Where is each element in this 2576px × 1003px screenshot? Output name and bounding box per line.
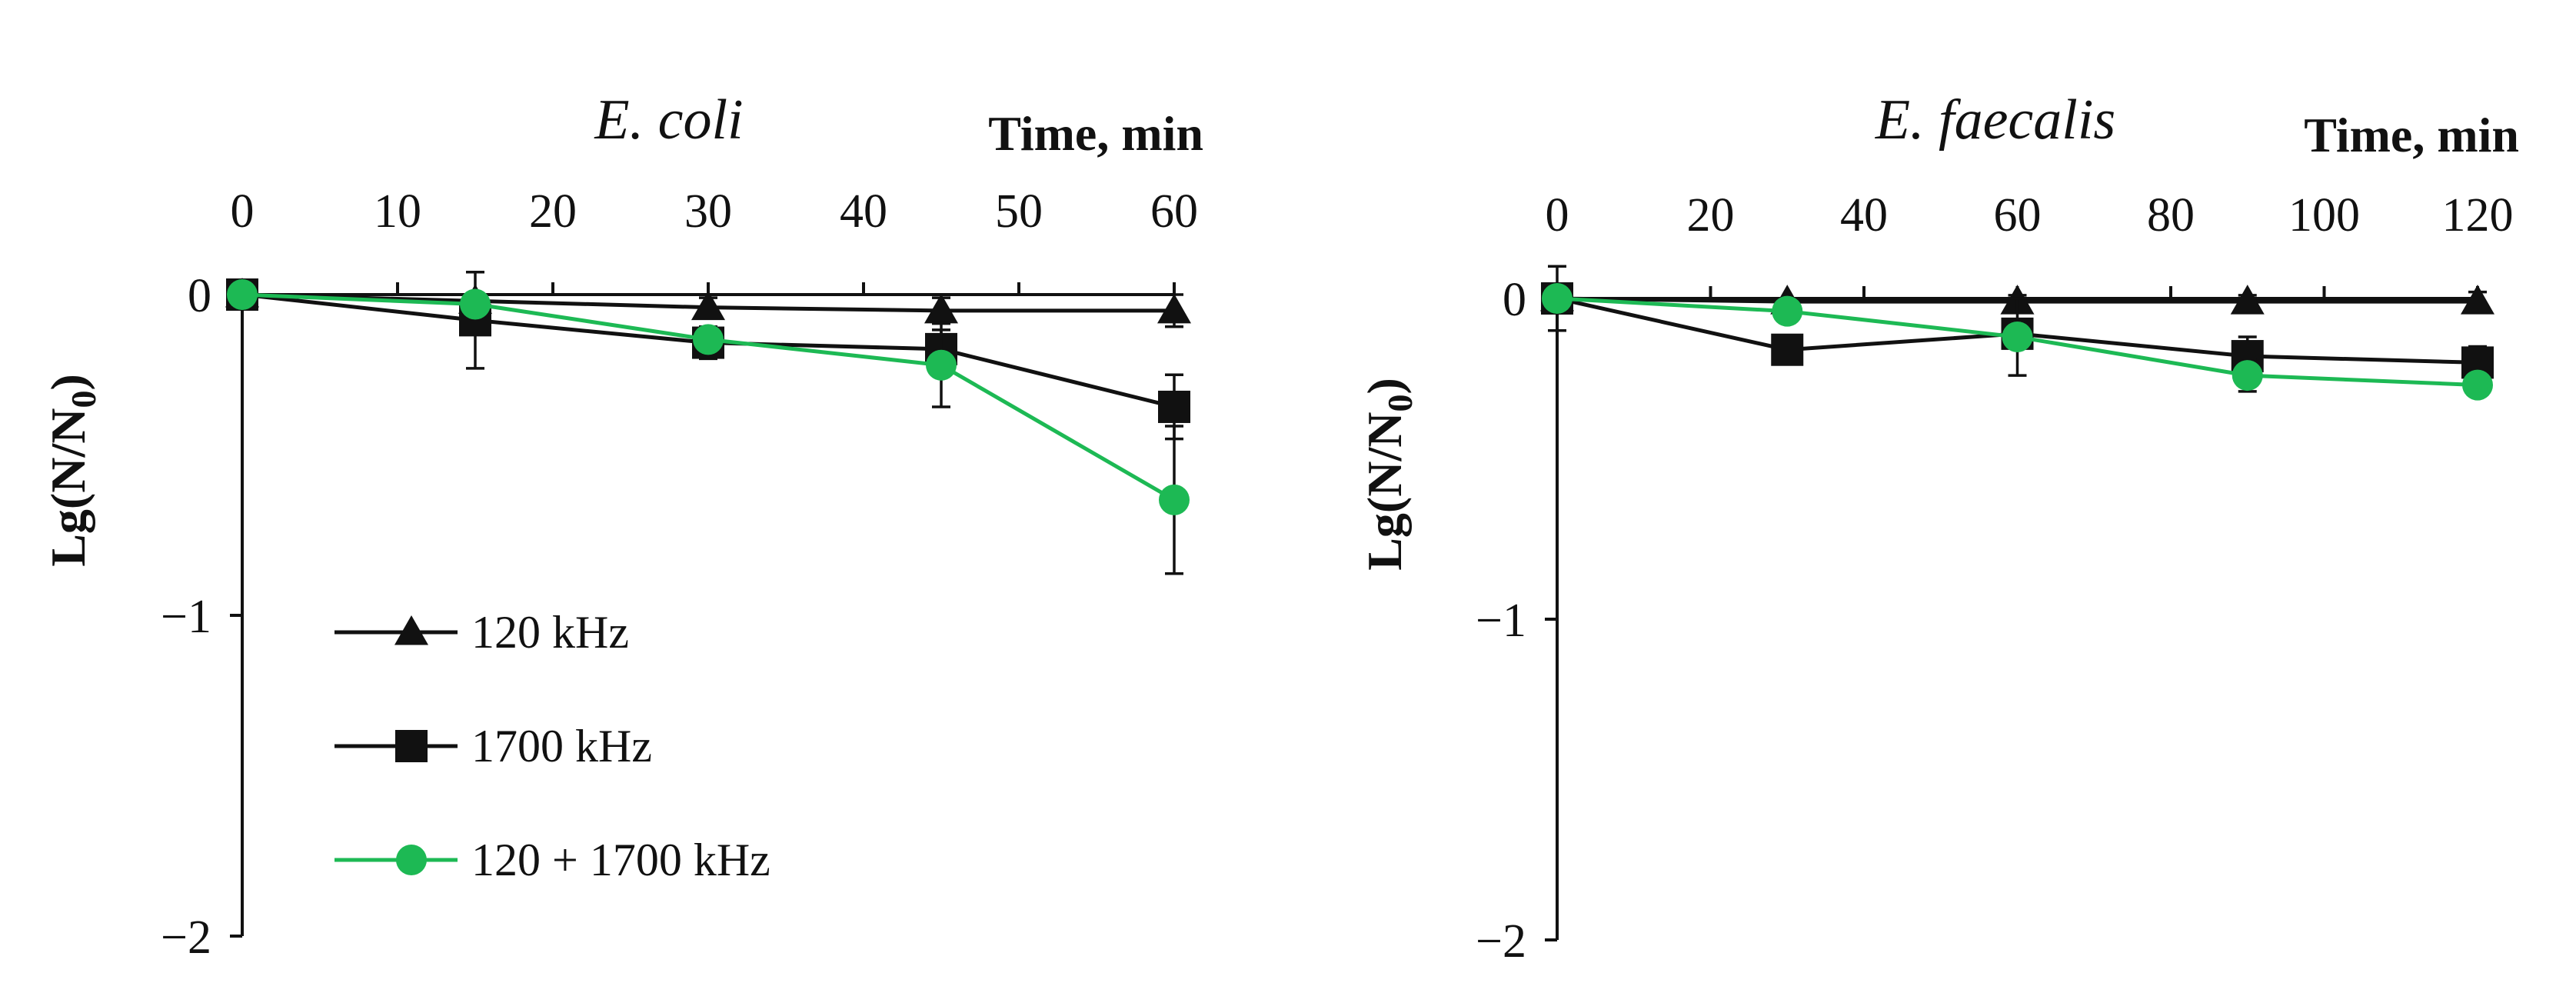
series-3 — [1542, 283, 2493, 401]
y-axis-label-main: Lg(N/N — [1357, 412, 1412, 571]
data-point — [1159, 484, 1190, 515]
y-axis-label: Lg(N/N0) — [41, 374, 103, 567]
x-tick-label: 10 — [374, 185, 421, 238]
x-tick-label: 50 — [995, 185, 1043, 238]
y-axis-label-close: ) — [1357, 378, 1412, 394]
x-tick-label: 0 — [1546, 189, 1569, 242]
data-point — [924, 293, 958, 324]
y-axis-label-main: Lg(N/N — [41, 408, 95, 567]
data-point — [926, 349, 957, 381]
data-point — [1771, 333, 1804, 366]
data-point — [227, 279, 258, 310]
x-tick-label: 20 — [1687, 189, 1735, 242]
legend-label: 1700 kHz — [471, 721, 652, 771]
legend: 120 kHz 1700 kHz 120 + 1700 kHz — [334, 607, 770, 885]
chart-title: E. coli — [594, 88, 743, 152]
data-point — [2462, 369, 2493, 401]
legend-entry: 120 kHz — [334, 607, 629, 658]
x-tick-label: 100 — [2288, 189, 2360, 242]
data-point — [2230, 285, 2265, 315]
data-point — [1158, 390, 1190, 423]
y-axis-label-subscript: 0 — [64, 391, 103, 408]
x-tick-label: 20 — [529, 185, 577, 238]
x-axis-label: Time, min — [988, 106, 1203, 161]
x-tick-label: 80 — [2147, 189, 2195, 242]
data-point — [693, 324, 724, 355]
x-tick-label: 120 — [2442, 189, 2514, 242]
legend-entry: 120 + 1700 kHz — [334, 835, 770, 885]
data-point — [691, 290, 725, 321]
series-3 — [227, 279, 1190, 575]
data-point — [1772, 295, 1803, 327]
y-tick-label: 0 — [188, 270, 211, 322]
y-axis-label-subscript: 0 — [1380, 395, 1419, 412]
x-tick-label: 40 — [840, 185, 887, 238]
legend-marker — [396, 845, 427, 875]
legend-label: 120 kHz — [471, 607, 629, 658]
y-axis-label: Lg(N/N0) — [1357, 378, 1419, 571]
legend-marker — [395, 730, 428, 762]
data-point — [460, 288, 491, 320]
y-axis-label-close: ) — [41, 374, 95, 390]
y-tick-label: 0 — [1503, 274, 1526, 326]
y-tick-label: −1 — [161, 591, 211, 643]
x-tick-label: 0 — [231, 185, 255, 238]
legend-entry: 1700 kHz — [334, 721, 652, 771]
x-tick-label: 60 — [1994, 189, 2042, 242]
data-point — [2232, 360, 2263, 392]
data-point — [2002, 322, 2033, 353]
x-tick-label: 40 — [1840, 189, 1888, 242]
chart-title: E. faecalis — [1875, 88, 2115, 152]
y-tick-label: −2 — [1476, 915, 1526, 968]
data-point — [2461, 285, 2494, 315]
x-tick-label: 30 — [684, 185, 732, 238]
data-point — [1542, 283, 1573, 314]
y-tick-label: −1 — [1476, 595, 1526, 647]
x-axis-label: Time, min — [2304, 108, 2519, 162]
y-tick-label: −2 — [161, 911, 211, 964]
legend-label: 120 + 1700 kHz — [471, 835, 770, 885]
legend-marker — [394, 615, 428, 645]
x-tick-label: 60 — [1150, 185, 1198, 238]
data-point — [1157, 293, 1191, 324]
